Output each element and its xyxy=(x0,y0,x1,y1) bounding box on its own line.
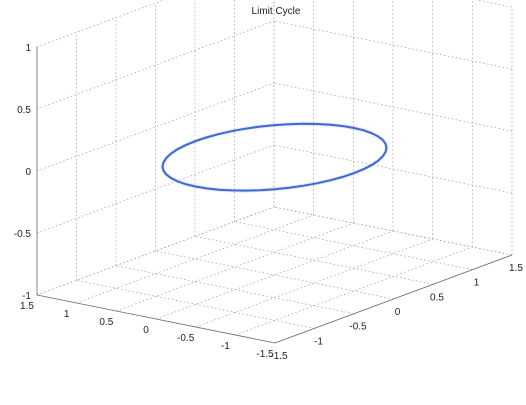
chart-title: Limit Cycle xyxy=(252,6,301,17)
y-tick-label: -1.5 xyxy=(256,349,274,360)
y-tick-label: 0 xyxy=(143,325,149,336)
z-tick-label: 0 xyxy=(25,167,31,178)
wall-grid-line xyxy=(273,206,513,256)
x-tick-label: -0.5 xyxy=(349,322,367,333)
limit-cycle-series xyxy=(161,122,388,192)
x-tick-label: 0 xyxy=(395,307,401,318)
series-halo xyxy=(160,121,389,193)
x-tick-label: -1.5 xyxy=(270,351,288,362)
floor-grid-line xyxy=(234,221,473,271)
wall-grid-line xyxy=(36,0,165,48)
floor-grid-line xyxy=(76,279,315,329)
y-tick-label: -0.5 xyxy=(177,333,195,344)
series-layer xyxy=(160,121,389,193)
floor-grid-line xyxy=(155,250,394,300)
z-tick-label: 1 xyxy=(25,43,31,54)
x-axis-line xyxy=(274,254,513,344)
y-tick-label: 1 xyxy=(64,309,70,320)
floor-grid-line xyxy=(116,222,354,312)
x-tick-label: 1.5 xyxy=(509,263,523,274)
wall-grid-line xyxy=(273,82,513,132)
tick-labels: -1.5-1-0.500.511.5-1.5-1-0.500.511.5-1-0… xyxy=(14,43,524,362)
wall-grid-line xyxy=(273,144,513,194)
y-tick-label: 0.5 xyxy=(99,317,113,328)
wall-grid-line xyxy=(273,20,513,70)
x-tick-label: -1 xyxy=(314,336,323,347)
y-axis-line xyxy=(36,294,276,344)
y-tick-label: -1 xyxy=(221,341,230,352)
axes-box xyxy=(36,47,513,344)
x-tick-label: 1 xyxy=(474,278,480,289)
z-tick-label: -0.5 xyxy=(14,229,32,240)
y-tick-label: 1.5 xyxy=(20,301,34,312)
z-tick-label: 0.5 xyxy=(17,105,31,116)
z-tick-label: -1 xyxy=(22,291,31,302)
x-tick-label: 0.5 xyxy=(430,292,444,303)
